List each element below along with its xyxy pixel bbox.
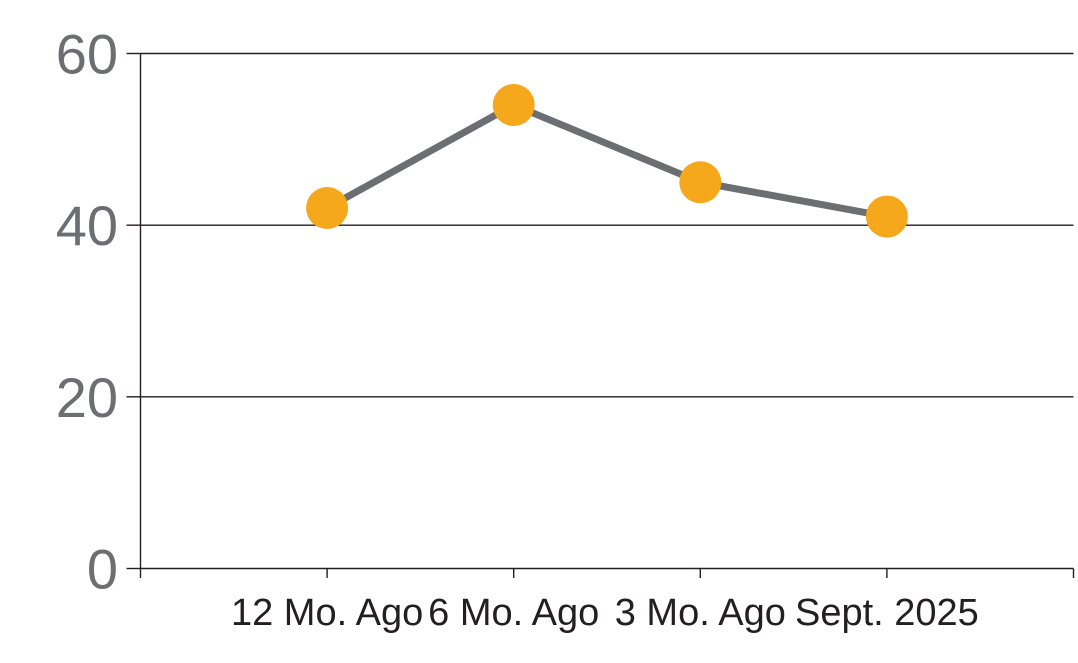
y-axis-label: 60 — [56, 23, 118, 86]
y-axis-label: 20 — [56, 366, 118, 429]
data-point-marker — [679, 161, 722, 204]
x-axis-label: 3 Mo. Ago — [615, 592, 786, 634]
x-axis-label: 12 Mo. Ago — [231, 592, 423, 634]
data-point-marker — [306, 187, 349, 229]
x-axis-label: Sept. 2025 — [795, 592, 979, 634]
data-point-marker — [865, 195, 908, 238]
series-line — [323, 101, 891, 221]
y-axis-label: 0 — [87, 538, 118, 601]
y-axis-label: 40 — [56, 194, 118, 257]
data-point-marker — [492, 84, 535, 126]
x-axis-label: 6 Mo. Ago — [428, 592, 599, 634]
